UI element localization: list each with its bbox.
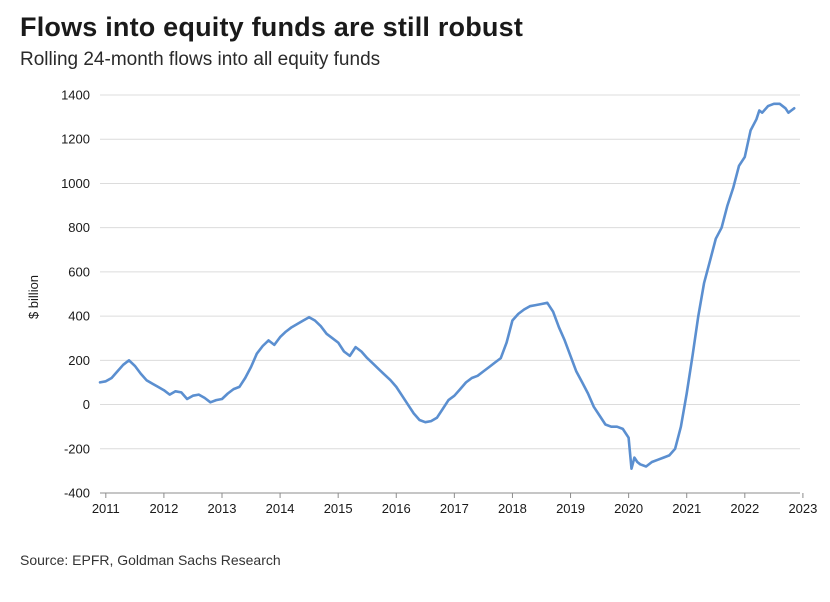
y-tick-label: 800 <box>68 220 90 235</box>
x-tick-label: 2015 <box>324 501 353 516</box>
y-tick-label: -200 <box>64 441 90 456</box>
x-tick-label: 2021 <box>672 501 701 516</box>
chart-title: Flows into equity funds are still robust <box>20 12 524 42</box>
x-tick-label: 2016 <box>382 501 411 516</box>
x-tick-label: 2017 <box>440 501 469 516</box>
series-line-equity-flows <box>98 102 796 470</box>
y-axis-label: $ billion <box>26 275 41 319</box>
x-tick-label: 2019 <box>556 501 585 516</box>
y-tick-label: 200 <box>68 353 90 368</box>
chart-subtitle: Rolling 24-month flows into all equity f… <box>20 49 381 70</box>
y-tick-label: 400 <box>68 309 90 324</box>
x-tick-label: 2022 <box>730 501 759 516</box>
y-tick-label: -400 <box>64 486 90 501</box>
gridlines <box>100 94 800 450</box>
x-tick-label: 2023 <box>788 501 817 516</box>
x-tick-label: 2018 <box>498 501 527 516</box>
x-tick-label: 2013 <box>208 501 237 516</box>
x-tick-label: 2012 <box>149 501 178 516</box>
y-tick-label: 0 <box>83 397 90 412</box>
x-tick-label: 2011 <box>92 501 120 516</box>
x-tick-label: 2014 <box>266 501 295 516</box>
source-note: Source: EPFR, Goldman Sachs Research <box>20 552 281 568</box>
y-tick-labels: -400 -200 0 200 400 600 800 1000 1200 1400 <box>61 88 90 501</box>
y-tick-label: 1200 <box>61 132 90 147</box>
y-tick-label: 600 <box>68 264 90 279</box>
x-tick-labels: 2011 2012 2013 2014 2015 2016 2017 2018 2019 2020… <box>92 493 817 516</box>
x-tick-label: 2020 <box>614 501 643 516</box>
y-tick-label: 1000 <box>61 176 90 191</box>
y-tick-label: 1400 <box>61 88 90 103</box>
